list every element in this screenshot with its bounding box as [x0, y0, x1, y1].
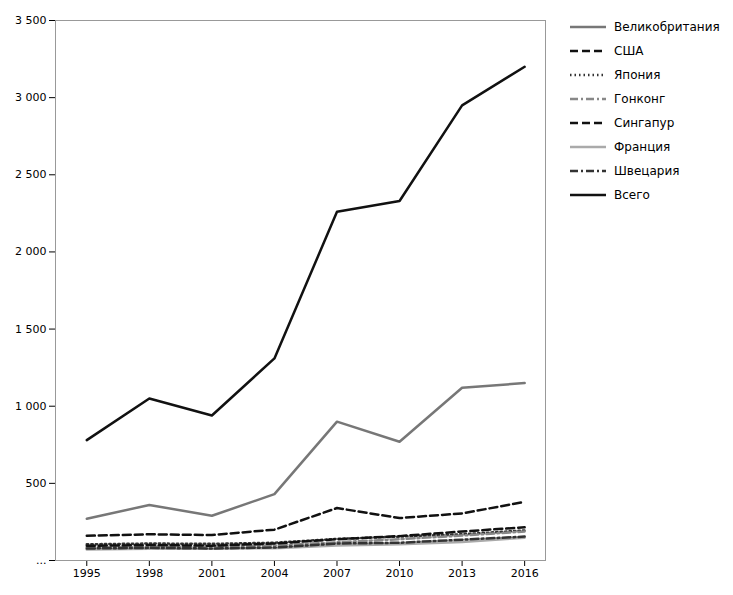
svg-text:1998: 1998	[135, 567, 163, 580]
svg-text:1 500: 1 500	[15, 323, 47, 336]
html-text:Всего: Всего	[614, 188, 650, 202]
svg-text:...: ...	[36, 554, 47, 567]
svg-text:2007: 2007	[323, 567, 351, 580]
html-text:Франция: Франция	[614, 140, 671, 154]
svg-text:1 000: 1 000	[15, 400, 47, 413]
svg-text:2010: 2010	[386, 567, 414, 580]
html-text:Япония: Япония	[614, 68, 661, 82]
svg-text:2004: 2004	[260, 567, 288, 580]
svg-text:2 000: 2 000	[15, 245, 47, 258]
html-text:Швецария: Швецария	[614, 164, 680, 178]
svg-text:1995: 1995	[73, 567, 101, 580]
svg-text:2001: 2001	[198, 567, 226, 580]
svg-text:2013: 2013	[448, 567, 476, 580]
svg-text:2 500: 2 500	[15, 168, 47, 181]
html-text:Великобритания: Великобритания	[614, 20, 720, 34]
svg-text:3 500: 3 500	[15, 14, 47, 27]
html-text:Сингапур: Сингапур	[614, 116, 675, 130]
svg-text:500: 500	[26, 477, 47, 490]
html-text:США: США	[614, 44, 644, 58]
html-text:Гонконг: Гонконг	[614, 92, 666, 106]
svg-text:3 000: 3 000	[15, 91, 47, 104]
svg-text:2016: 2016	[511, 567, 539, 580]
